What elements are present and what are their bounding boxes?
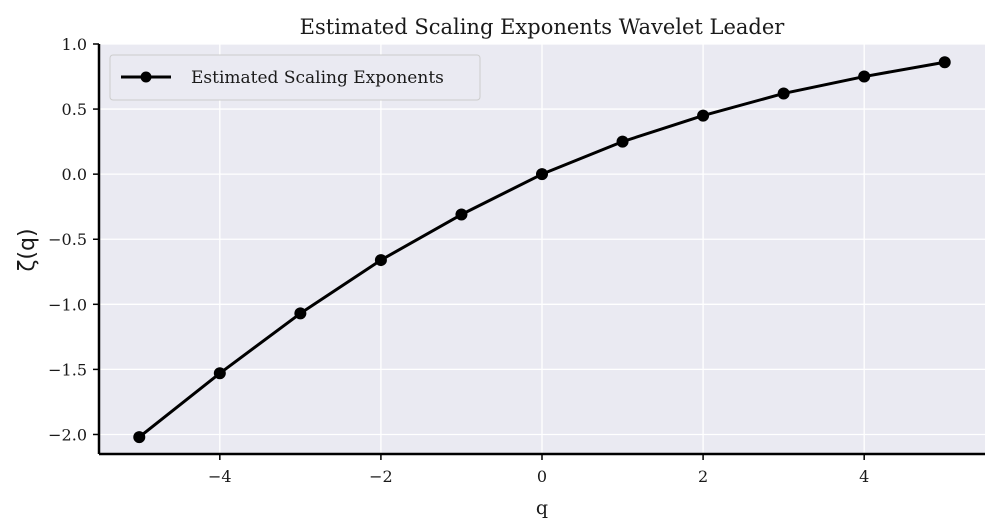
x-ticks: −4 −2 0 2 4 xyxy=(208,454,869,486)
x-tick-label: 4 xyxy=(859,467,869,486)
data-point xyxy=(777,87,790,100)
y-tick-label: 1.0 xyxy=(62,35,87,54)
y-axis-label: ζ(q) xyxy=(15,228,40,271)
y-tick-label: −2.0 xyxy=(48,425,87,444)
data-point xyxy=(213,367,226,380)
series xyxy=(133,56,951,444)
data-point xyxy=(536,168,548,181)
x-axis-label: q xyxy=(536,497,548,519)
x-tick-label: −2 xyxy=(369,467,393,486)
data-point xyxy=(938,56,951,69)
data-point xyxy=(294,307,307,320)
legend-label: Estimated Scaling Exponents xyxy=(191,68,444,88)
y-tick-label: 0.0 xyxy=(62,165,87,184)
y-tick-label: −0.5 xyxy=(48,230,87,249)
data-point xyxy=(455,208,468,221)
data-point xyxy=(858,70,871,83)
x-tick-label: −4 xyxy=(208,467,232,486)
data-point xyxy=(697,109,710,122)
chart-title: Estimated Scaling Exponents Wavelet Lead… xyxy=(300,15,786,39)
data-point xyxy=(616,135,629,148)
data-point xyxy=(133,431,146,444)
y-tick-label: 0.5 xyxy=(62,100,87,119)
x-tick-label: 2 xyxy=(698,467,708,486)
legend: Estimated Scaling Exponents xyxy=(109,54,481,101)
y-ticks: 1.0 0.5 0.0 −0.5 −1.0 −1.5 −2.0 xyxy=(48,35,99,444)
grid xyxy=(99,43,985,454)
legend-box xyxy=(109,54,481,101)
y-tick-label: −1.0 xyxy=(48,295,87,314)
data-point xyxy=(374,254,387,267)
x-tick-label: 0 xyxy=(537,467,547,486)
y-tick-label: −1.5 xyxy=(48,360,87,379)
legend-marker-swatch xyxy=(140,71,152,83)
